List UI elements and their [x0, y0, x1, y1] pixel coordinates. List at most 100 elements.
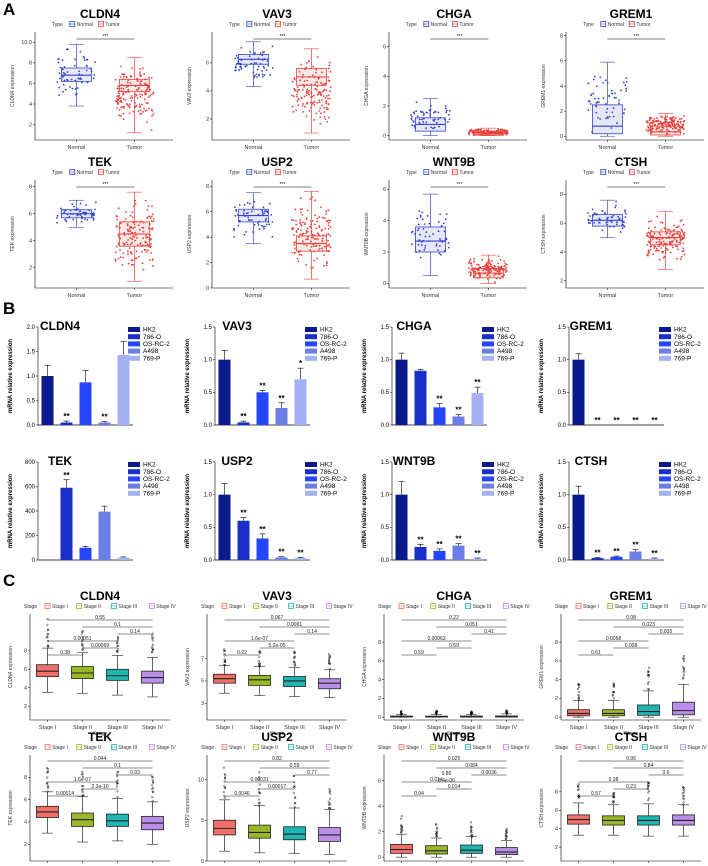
legend-label: Tumor [105, 22, 120, 28]
box-tumor-point [473, 260, 475, 263]
box-normal-point [430, 126, 433, 129]
box-tumor-point [127, 79, 130, 82]
box-stage-4-box [495, 847, 518, 856]
box-tumor-point [297, 104, 300, 107]
box-stage-4-outlier [682, 677, 685, 680]
box-tumor-point [135, 234, 137, 236]
box-tumor-point [116, 95, 119, 98]
bar-os-rc-2 [610, 556, 623, 560]
box-normal-point [86, 218, 89, 221]
box-tumor-point [147, 249, 150, 252]
b-y-tick-label: 0.0 [204, 558, 213, 564]
box-normal-point [620, 89, 623, 92]
box-normal-point [248, 55, 251, 58]
p-value-label: 0.23 [626, 784, 636, 790]
box-tumor-point [665, 247, 668, 250]
x-tick-label: Normal [245, 293, 263, 299]
box-tumor-point [670, 121, 673, 124]
box-tumor-point [655, 241, 658, 244]
sig-label: *** [633, 34, 639, 40]
box-tumor-point [304, 68, 306, 71]
box-stage-3-outlier [469, 826, 472, 829]
box-tumor-point [646, 232, 649, 235]
box-tumor-point [317, 76, 319, 79]
box-tumor-point [488, 275, 491, 278]
legend-label: Stage III [296, 604, 315, 610]
box-tumor-point [147, 107, 150, 110]
box-normal-point [62, 71, 65, 74]
box-tumor-point [297, 260, 300, 263]
box-stage-4-box [318, 678, 341, 690]
a-y-tick-label: 0 [383, 281, 386, 287]
box-tumor-point [671, 124, 674, 127]
box-normal-point [94, 61, 96, 64]
box-tumor-point [121, 264, 124, 266]
legend-title: Type [229, 22, 240, 28]
x-tick-label: Normal [68, 145, 86, 151]
box-tumor-point [478, 271, 481, 274]
box-stage-3-outlier [293, 786, 296, 789]
box-tumor-point [495, 277, 498, 280]
box-tumor-point [486, 264, 489, 267]
box-stage-4-outlier [328, 802, 331, 805]
c-y-tick-label: 4 [555, 677, 558, 683]
box-tumor-point [650, 220, 653, 223]
box-tumor-point [323, 115, 326, 118]
box-stage-1-outlier [47, 632, 50, 635]
box-normal-point [74, 88, 77, 90]
legend-label: Normal [608, 22, 624, 28]
p-value-label: 0.023 [642, 622, 655, 628]
box-normal-point [606, 217, 609, 219]
box-tumor-point [325, 94, 328, 97]
box-tumor-point [658, 245, 661, 247]
box-tumor-point [300, 225, 303, 227]
box-tumor-point [476, 277, 479, 280]
legend-swatch [305, 476, 317, 482]
box-tumor-point [149, 259, 151, 262]
box-tumor-point [134, 203, 137, 205]
legend-swatch [659, 355, 671, 361]
box-tumor-point [483, 272, 485, 275]
box-normal-point [426, 111, 429, 114]
box-tumor-point [148, 215, 151, 218]
box-normal-point [448, 118, 451, 121]
box-tumor-point [658, 240, 660, 243]
box-normal-point [80, 212, 83, 215]
box-tumor-point [496, 131, 499, 134]
box-tumor-point [295, 109, 297, 112]
legend-title: Stage [555, 745, 568, 751]
box-tumor-point [150, 242, 152, 245]
box-normal-point [261, 211, 264, 214]
c-y-tick-label: 5 [201, 818, 204, 824]
box-tumor-point [663, 227, 666, 230]
box-tumor-point [487, 131, 490, 134]
box-normal-point [598, 221, 601, 224]
box-tumor-point [314, 199, 316, 202]
sig-label: *** [456, 34, 462, 40]
box-tumor-point [123, 231, 126, 234]
box-tumor-point [316, 85, 319, 88]
box-tumor-point [151, 205, 153, 208]
box-normal-point [606, 223, 609, 226]
bar-os-rc-2 [79, 547, 92, 560]
b-y-tick-label: 1.0 [27, 374, 36, 380]
box-normal-point [615, 200, 618, 203]
box-tumor-point [659, 221, 662, 224]
box-tumor-point [312, 101, 315, 104]
box-normal-point [252, 71, 255, 74]
box-tumor-point [328, 64, 331, 67]
box-tumor-point [499, 266, 502, 269]
box-tumor-point [118, 237, 121, 240]
box-normal-point [625, 213, 627, 215]
box-tumor-point [303, 223, 306, 226]
legend-label: Stage I [406, 604, 422, 610]
x-tick-label: Tumor [658, 293, 674, 299]
box-normal-point [257, 223, 260, 226]
box-stage-1-outlier [45, 766, 48, 769]
box-tumor-point [670, 122, 673, 125]
box-tumor-point [122, 112, 125, 115]
box-normal-point [412, 111, 415, 114]
